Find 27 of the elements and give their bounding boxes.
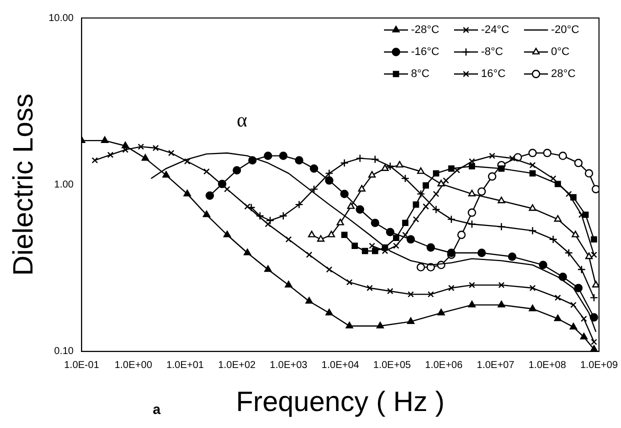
- annotation: α: [236, 110, 248, 132]
- legend-label: 8°C: [411, 68, 430, 80]
- x-tick-label: 1.0E+07: [476, 360, 515, 372]
- legend-label: -8°C: [481, 46, 504, 58]
- legend-label: -24°C: [481, 24, 510, 36]
- x-tick-label: 1.0E+06: [425, 360, 463, 372]
- y-tick-label: 0.10: [54, 346, 74, 358]
- y-axis-title: Dielectric Loss: [8, 94, 39, 276]
- x-tick-label: 1.0E+00: [114, 360, 153, 372]
- text: a: [152, 400, 161, 417]
- legend-label: 0°C: [551, 46, 570, 58]
- legend-label: -16°C: [411, 46, 440, 58]
- legend-label: -20°C: [551, 24, 580, 36]
- legend-label: 28°C: [551, 68, 576, 80]
- y-tick-label: 10.00: [48, 12, 74, 24]
- x-axis-title: Frequency ( Hz ): [236, 386, 445, 417]
- x-tick-label: 1.0E-01: [64, 360, 100, 372]
- x-tick-label: 1.0E+04: [322, 360, 360, 372]
- legend-label: -28°C: [411, 24, 440, 36]
- x-tick-label: 1.0E+03: [270, 360, 308, 372]
- x-tick-label: 1.0E+08: [528, 360, 566, 372]
- y-tick-label: 1.00: [54, 179, 74, 190]
- x-tick-label: 1.0E+01: [166, 360, 204, 372]
- x-tick-label: 1.0E+09: [580, 360, 618, 372]
- x-tick-label: 1.0E+02: [218, 360, 256, 372]
- legend-label: 16°C: [481, 68, 506, 80]
- x-tick-label: 1.0E+05: [373, 360, 412, 372]
